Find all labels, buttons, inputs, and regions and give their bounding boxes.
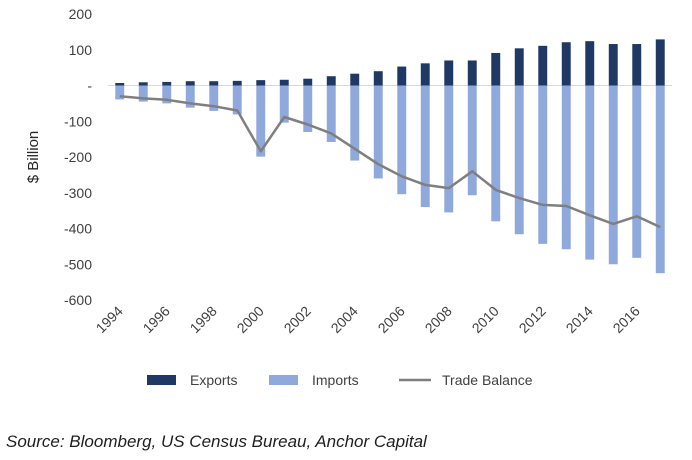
- exports-bar: [514, 48, 524, 86]
- x-tick-label: 1996: [140, 303, 173, 336]
- y-tick-label: -400: [64, 221, 92, 237]
- x-tick-label: 2012: [516, 303, 549, 336]
- legend-label-trade-balance: Trade Balance: [442, 372, 533, 388]
- imports-bar: [538, 85, 548, 244]
- exports-bar: [256, 80, 266, 86]
- legend-label-imports: Imports: [312, 372, 359, 388]
- exports-bar: [444, 60, 454, 86]
- imports-bar: [185, 85, 195, 108]
- exports-bar: [232, 80, 242, 86]
- imports-bar: [138, 85, 148, 102]
- imports-bar: [632, 85, 642, 258]
- imports-bar: [162, 85, 172, 104]
- legend-swatch-exports: [147, 375, 176, 385]
- y-tick-label: -500: [64, 256, 92, 272]
- x-tick-label: 2004: [328, 303, 361, 336]
- imports-bar: [491, 85, 501, 222]
- exports-bar: [373, 71, 383, 86]
- imports-bar: [373, 85, 383, 179]
- x-tick-label: 1994: [93, 303, 126, 336]
- imports-bar: [303, 85, 313, 132]
- exports-bar: [279, 79, 289, 86]
- y-axis-label: $ Billion: [25, 131, 42, 184]
- exports-bar: [326, 76, 336, 86]
- imports-bar: [585, 85, 595, 260]
- x-tick-label: 2000: [234, 303, 267, 336]
- x-tick-label: 1998: [187, 303, 220, 336]
- source-caption: Source: Bloomberg, US Census Bureau, Anc…: [6, 432, 427, 451]
- exports-bar: [420, 63, 430, 86]
- exports-bar: [115, 82, 125, 86]
- y-tick-label: -: [87, 78, 92, 94]
- imports-bar: [209, 85, 219, 111]
- y-axis-ticks: 200 100 - -100 -200 -300 -400 -500 -600: [64, 6, 92, 308]
- exports-bar: [561, 42, 571, 86]
- imports-bar: [444, 85, 454, 213]
- imports-bar: [115, 85, 125, 100]
- imports-bar: [350, 85, 360, 161]
- x-tick-label: 2002: [281, 303, 314, 336]
- exports-bar: [209, 81, 219, 86]
- x-tick-label: 2008: [422, 303, 455, 336]
- x-tick-label: 2010: [469, 303, 502, 336]
- x-tick-label: 2016: [610, 303, 643, 336]
- exports-bar: [491, 52, 501, 86]
- x-tick-label: 2006: [375, 303, 408, 336]
- exports-bar: [585, 41, 595, 86]
- trade-balance-line-group: [119, 94, 661, 229]
- y-tick-label: -100: [64, 113, 92, 129]
- exports-bar: [138, 82, 148, 86]
- exports-bar: [538, 45, 548, 86]
- y-tick-label: -600: [64, 292, 92, 308]
- y-tick-label: -200: [64, 149, 92, 165]
- exports-bar: [303, 78, 313, 86]
- imports-bar: [326, 85, 336, 142]
- exports-bar: [185, 81, 195, 86]
- x-axis-ticks: 1994 1996 1998 2000 2002 2004 2006 2008 2010 2012…: [93, 303, 643, 336]
- x-tick-label: 2014: [563, 303, 596, 336]
- imports-bar: [561, 85, 571, 250]
- trade-balance-line: [119, 94, 661, 229]
- y-tick-label: 100: [69, 42, 93, 58]
- exports-bars: [115, 39, 665, 86]
- imports-bar: [655, 85, 665, 274]
- imports-bar: [608, 85, 618, 265]
- exports-bar: [608, 44, 618, 86]
- legend-swatch-imports: [269, 375, 298, 385]
- y-tick-label: -300: [64, 185, 92, 201]
- y-tick-label: 200: [69, 6, 93, 22]
- imports-bar: [467, 85, 477, 196]
- imports-bar: [397, 85, 407, 195]
- chart-svg: 200 100 - -100 -200 -300 -400 -500 -600 1994 1996…: [25, 6, 672, 388]
- imports-bar: [279, 85, 289, 123]
- exports-bar: [350, 73, 360, 86]
- exports-bar: [162, 81, 172, 86]
- imports-bars: [115, 85, 665, 274]
- imports-bar: [514, 85, 524, 235]
- exports-bar: [655, 39, 665, 86]
- imports-bar: [232, 85, 242, 115]
- legend-label-exports: Exports: [190, 372, 237, 388]
- exports-bar: [467, 60, 477, 86]
- imports-bar: [256, 85, 266, 157]
- legend: Exports Imports Trade Balance: [147, 372, 533, 388]
- imports-bar: [420, 85, 430, 208]
- exports-bar: [632, 44, 642, 86]
- exports-bar: [397, 66, 407, 86]
